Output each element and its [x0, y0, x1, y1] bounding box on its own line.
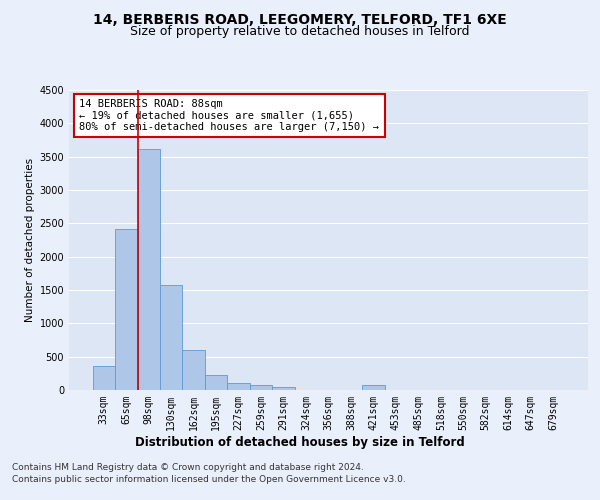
Text: 14 BERBERIS ROAD: 88sqm
← 19% of detached houses are smaller (1,655)
80% of semi: 14 BERBERIS ROAD: 88sqm ← 19% of detache…: [79, 99, 379, 132]
Bar: [160, 284, 182, 390]
Bar: [272, 386, 295, 390]
Bar: [115, 230, 137, 390]
Bar: [92, 366, 115, 390]
Bar: [205, 374, 227, 390]
Bar: [362, 386, 385, 390]
Bar: [227, 382, 250, 390]
Text: Contains HM Land Registry data © Crown copyright and database right 2024.: Contains HM Land Registry data © Crown c…: [12, 464, 364, 472]
Text: Contains public sector information licensed under the Open Government Licence v3: Contains public sector information licen…: [12, 475, 406, 484]
Bar: [137, 148, 160, 390]
Text: Size of property relative to detached houses in Telford: Size of property relative to detached ho…: [130, 25, 470, 38]
Y-axis label: Number of detached properties: Number of detached properties: [25, 158, 35, 322]
Text: Distribution of detached houses by size in Telford: Distribution of detached houses by size …: [135, 436, 465, 449]
Bar: [182, 350, 205, 390]
Bar: [250, 386, 272, 390]
Text: 14, BERBERIS ROAD, LEEGOMERY, TELFORD, TF1 6XE: 14, BERBERIS ROAD, LEEGOMERY, TELFORD, T…: [93, 12, 507, 26]
